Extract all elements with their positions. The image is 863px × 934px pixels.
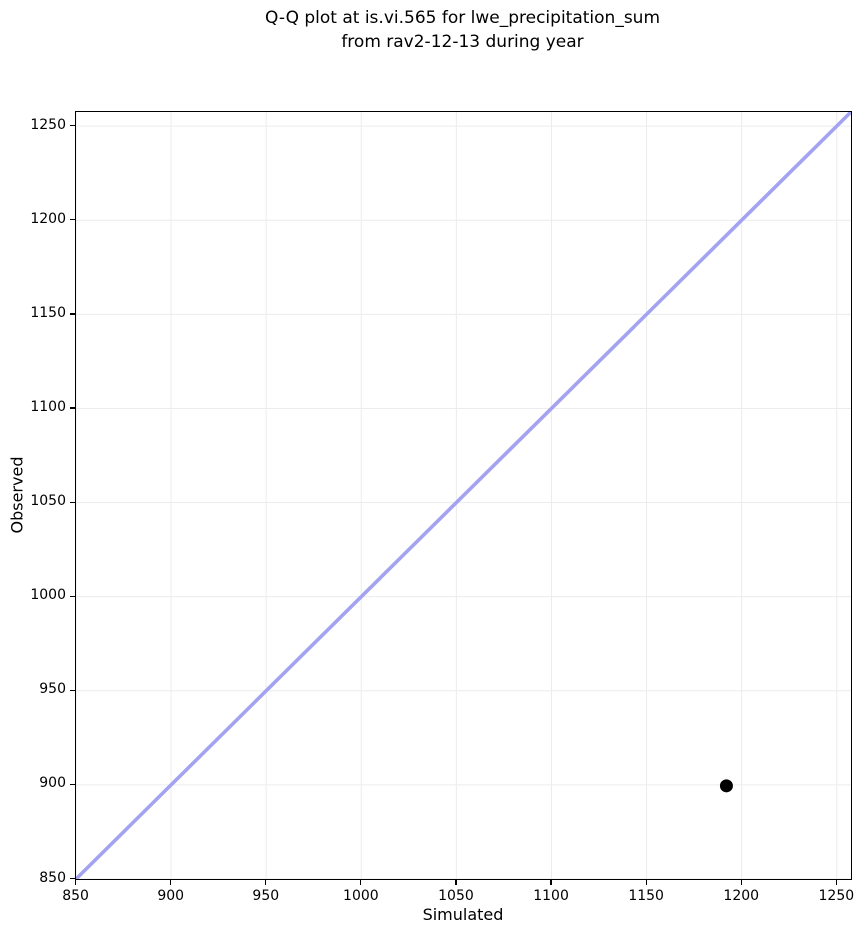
y-tick-label: 850 [39,869,66,886]
x-tick-label: 1150 [628,887,664,904]
x-tick-label: 950 [252,887,280,904]
x-tick-mark [455,879,457,885]
y-tick-mark [69,407,75,409]
x-tick-label: 900 [157,887,185,904]
x-tick-mark [75,879,77,885]
y-tick-mark [69,125,75,127]
y-tick-label: 1100 [30,399,66,416]
y-tick-mark [69,783,75,786]
identity-line [76,112,851,879]
chart-title-line2: from rav2-12-13 during year [341,32,584,52]
y-tick-mark [69,595,75,597]
x-tick-mark [170,879,172,885]
plot-area [75,111,852,880]
chart-title-line1: Q-Q plot at is.vi.565 for lwe_precipitat… [264,8,661,28]
x-axis-label: Simulated [422,905,504,924]
x-tick-mark [645,879,647,885]
data-point [719,779,733,793]
y-tick-mark [69,689,75,691]
x-tick-mark [265,879,267,885]
x-tick-label: 1000 [343,887,379,904]
y-tick-label: 1150 [30,304,66,321]
x-tick-label: 850 [62,887,89,904]
x-tick-label: 1050 [438,887,474,904]
y-tick-label: 950 [39,681,66,698]
x-tick-label: 1200 [723,887,760,904]
y-tick-label: 1050 [30,493,66,510]
x-tick-mark [360,879,362,885]
x-tick-mark [550,879,552,885]
x-tick-mark [835,879,837,885]
x-tick-mark [740,879,742,885]
y-tick-label: 1000 [30,587,66,604]
y-tick-label: 1250 [30,116,66,133]
y-tick-mark [69,878,75,880]
plot-canvas [76,112,851,879]
x-tick-label: 1100 [533,887,569,904]
y-tick-mark [69,313,75,315]
y-tick-label: 900 [39,775,66,792]
y-tick-mark [69,501,75,503]
y-tick-mark [69,219,75,221]
x-tick-label: 1250 [818,887,855,904]
y-tick-label: 1200 [30,210,66,227]
